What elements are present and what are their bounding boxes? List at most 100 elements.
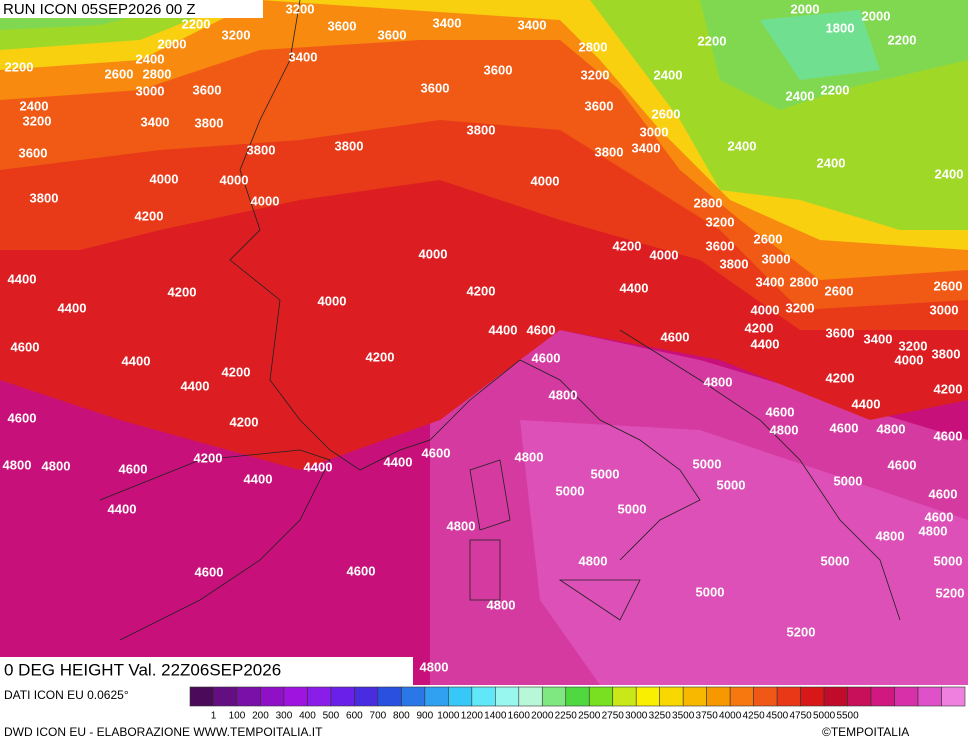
contour-label: 4400 [244,471,273,486]
contour-label: 4400 [489,322,518,337]
contour-label: 4400 [852,396,881,411]
scale-label: 500 [323,711,340,722]
contour-label: 4800 [42,458,71,473]
contour-label: 2400 [728,138,757,153]
contour-label: 4200 [366,349,395,364]
contour-label: 4800 [770,422,799,437]
contour-label: 3200 [222,27,251,42]
scale-label: 5000 [813,711,836,722]
contour-label: 4600 [925,509,954,524]
contour-label: 2200 [698,33,727,48]
contour-label: 4400 [620,280,649,295]
contour-label: 3200 [581,67,610,82]
contour-label: 4400 [122,353,151,368]
contour-label: 3600 [484,62,513,77]
contour-label: 4600 [661,329,690,344]
contour-label: 4200 [826,370,855,385]
scale-swatch [847,686,872,707]
scale-swatch [424,686,449,707]
contour-label: 4000 [251,193,280,208]
scale-label: 400 [299,711,316,722]
scale-swatch [471,686,496,707]
scale-label: 300 [276,711,293,722]
contour-label: 2200 [888,32,917,47]
contour-label: 4600 [766,404,795,419]
contour-label: 5000 [556,483,585,498]
contour-label: 3600 [826,325,855,340]
contour-label: 5000 [618,501,647,516]
scale-swatch [635,686,660,707]
contour-label: 2400 [817,155,846,170]
contour-label: 2800 [579,39,608,54]
scale-label: 100 [229,711,246,722]
contour-label: 4800 [487,597,516,612]
contour-label: 3800 [335,138,364,153]
contour-label: 4400 [304,459,333,474]
contour-label: 4600 [195,564,224,579]
contour-label: 4600 [527,322,556,337]
scale-label: 1400 [484,711,507,722]
contour-label: 3600 [193,82,222,97]
scale-swatch [894,686,919,707]
contour-label: 3400 [518,17,547,32]
contour-label: 5000 [696,584,725,599]
contour-label: 4800 [420,659,449,674]
contour-label: 2400 [786,88,815,103]
contour-label: 2600 [652,106,681,121]
scale-label: 3500 [672,711,695,722]
contour-label: 4800 [704,374,733,389]
contour-label: 3600 [378,27,407,42]
contour-label: 2400 [935,166,964,181]
contour-label: 3600 [706,238,735,253]
contour-label: 4800 [447,518,476,533]
scale-label: 4500 [766,711,789,722]
contour-label: 4400 [384,454,413,469]
header-box [0,0,263,18]
contour-label: 3200 [23,113,52,128]
scale-swatch [565,686,590,707]
contour-label: 4600 [119,461,148,476]
contour-label: 2000 [158,36,187,51]
scale-label: 4250 [743,711,766,722]
scale-label: 4000 [719,711,742,722]
scale-swatch [659,686,684,707]
scale-swatch [800,686,825,707]
scale-swatch [753,686,778,707]
contour-label: 4600 [929,486,958,501]
contour-label: 3200 [706,214,735,229]
scale-label: 800 [393,711,410,722]
scale-swatch [870,686,895,707]
scale-swatch [283,686,308,707]
contour-label: 4000 [895,352,924,367]
footer-credit: DWD ICON EU - ELABORAZIONE WWW.TEMPOITAL… [4,725,323,739]
contour-label: 2600 [825,283,854,298]
contour-label: 4800 [876,528,905,543]
contour-label: 5000 [591,466,620,481]
contour-label: 5000 [834,473,863,488]
contour-label: 3600 [585,98,614,113]
contour-label: 4000 [419,246,448,261]
contour-label: 4800 [515,449,544,464]
scale-swatch [588,686,614,707]
scale-label: 1000 [437,711,460,722]
contour-label: 3800 [595,144,624,159]
color-scale: 1 100 200 300 400 500 600 700 800 900 1000 1200 1400… [189,686,966,722]
scale-swatch [612,686,637,707]
contour-label: 3200 [899,338,928,353]
contour-label: 2400 [136,51,165,66]
contour-label: 2400 [654,67,683,82]
scale-label: 4750 [789,711,812,722]
contour-label: 3400 [632,140,661,155]
contour-label: 1800 [826,20,855,35]
contour-label: 4600 [8,410,37,425]
contour-label: 3800 [30,190,59,205]
contour-label: 4800 [877,421,906,436]
contour-label: 4000 [150,171,179,186]
contour-label: 3400 [756,274,785,289]
contour-label: 2800 [790,274,819,289]
contour-label: 4200 [467,283,496,298]
scale-swatch [377,686,402,707]
scale-swatch [518,686,543,707]
contour-label: 4000 [650,247,679,262]
